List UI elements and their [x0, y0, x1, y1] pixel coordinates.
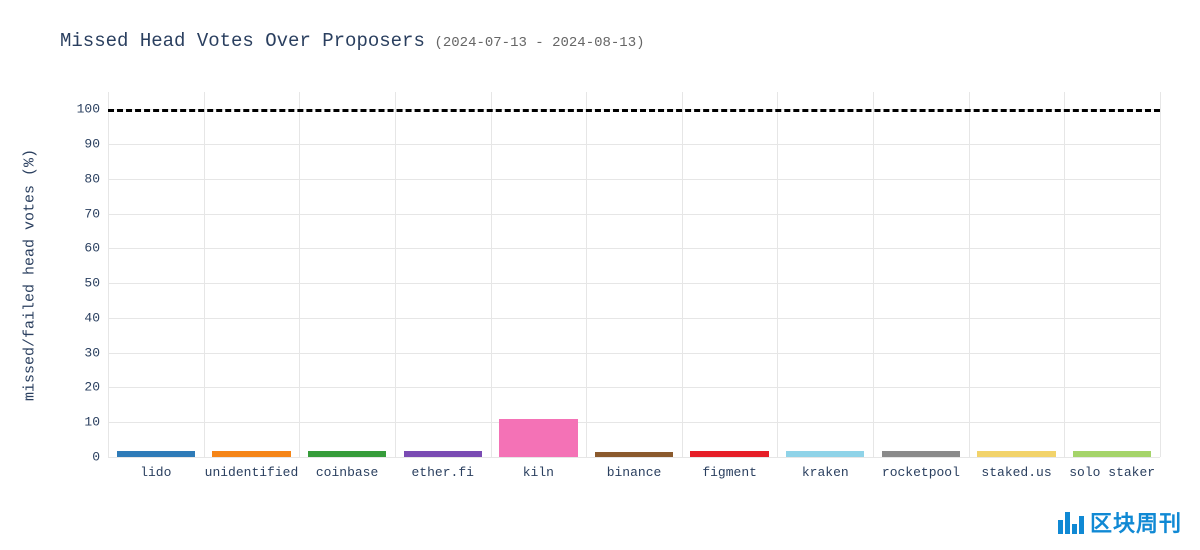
x-tick-label: rocketpool — [882, 465, 960, 480]
x-tick-label: unidentified — [205, 465, 299, 480]
grid-line-h — [108, 387, 1160, 388]
x-tick-label: kraken — [802, 465, 849, 480]
bar — [786, 451, 864, 457]
grid-line-v — [108, 92, 109, 457]
x-tick-label: ether.fi — [412, 465, 474, 480]
plot-area: 0102030405060708090100lidounidentifiedco… — [108, 92, 1160, 457]
chart-subtitle: (2024-07-13 - 2024-08-13) — [434, 35, 644, 51]
reference-line — [108, 109, 1160, 112]
y-axis-label: missed/failed head votes (%) — [22, 149, 39, 401]
y-tick-label: 30 — [60, 345, 100, 360]
chart-title: Missed Head Votes Over Proposers — [60, 30, 425, 52]
y-tick-label: 0 — [60, 450, 100, 465]
grid-line-v — [491, 92, 492, 457]
grid-line-v — [395, 92, 396, 457]
bar — [499, 419, 577, 457]
bar — [404, 451, 482, 457]
y-tick-label: 60 — [60, 241, 100, 256]
grid-line-v — [204, 92, 205, 457]
x-tick-label: solo staker — [1069, 465, 1155, 480]
grid-line-h — [108, 214, 1160, 215]
grid-line-v — [299, 92, 300, 457]
y-tick-label: 80 — [60, 171, 100, 186]
bar — [690, 451, 768, 457]
grid-line-h — [108, 422, 1160, 423]
bar — [308, 451, 386, 457]
grid-line-h — [108, 283, 1160, 284]
grid-line-h — [108, 144, 1160, 145]
y-tick-label: 70 — [60, 206, 100, 221]
watermark-text: 区块周刊 — [1090, 506, 1182, 538]
bar — [1073, 451, 1151, 457]
grid-line-v — [969, 92, 970, 457]
chart-container: Missed Head Votes Over Proposers (2024-0… — [60, 30, 1160, 82]
grid-line-v — [586, 92, 587, 457]
chart-title-line: Missed Head Votes Over Proposers (2024-0… — [60, 30, 1160, 52]
y-tick-label: 50 — [60, 276, 100, 291]
x-tick-label: coinbase — [316, 465, 378, 480]
bar — [117, 451, 195, 457]
grid-line-v — [777, 92, 778, 457]
grid-line-v — [1064, 92, 1065, 457]
grid-line-h — [108, 179, 1160, 180]
x-tick-label: binance — [607, 465, 662, 480]
grid-line-h — [108, 318, 1160, 319]
y-tick-label: 40 — [60, 310, 100, 325]
grid-line-h — [108, 353, 1160, 354]
x-tick-label: staked.us — [981, 465, 1051, 480]
bar — [595, 452, 673, 457]
grid-line-v — [1160, 92, 1161, 457]
bar — [882, 451, 960, 457]
watermark-bars-icon — [1058, 510, 1084, 534]
grid-line-v — [873, 92, 874, 457]
grid-line-v — [682, 92, 683, 457]
x-tick-label: kiln — [523, 465, 554, 480]
y-tick-label: 100 — [60, 102, 100, 117]
x-tick-label: lido — [140, 465, 171, 480]
bar — [977, 451, 1055, 457]
y-tick-label: 10 — [60, 415, 100, 430]
y-tick-label: 20 — [60, 380, 100, 395]
x-tick-label: figment — [702, 465, 757, 480]
grid-line-h — [108, 248, 1160, 249]
bar — [212, 451, 290, 457]
y-tick-label: 90 — [60, 137, 100, 152]
grid-line-h — [108, 457, 1160, 458]
watermark: 区块周刊 — [1058, 506, 1182, 538]
